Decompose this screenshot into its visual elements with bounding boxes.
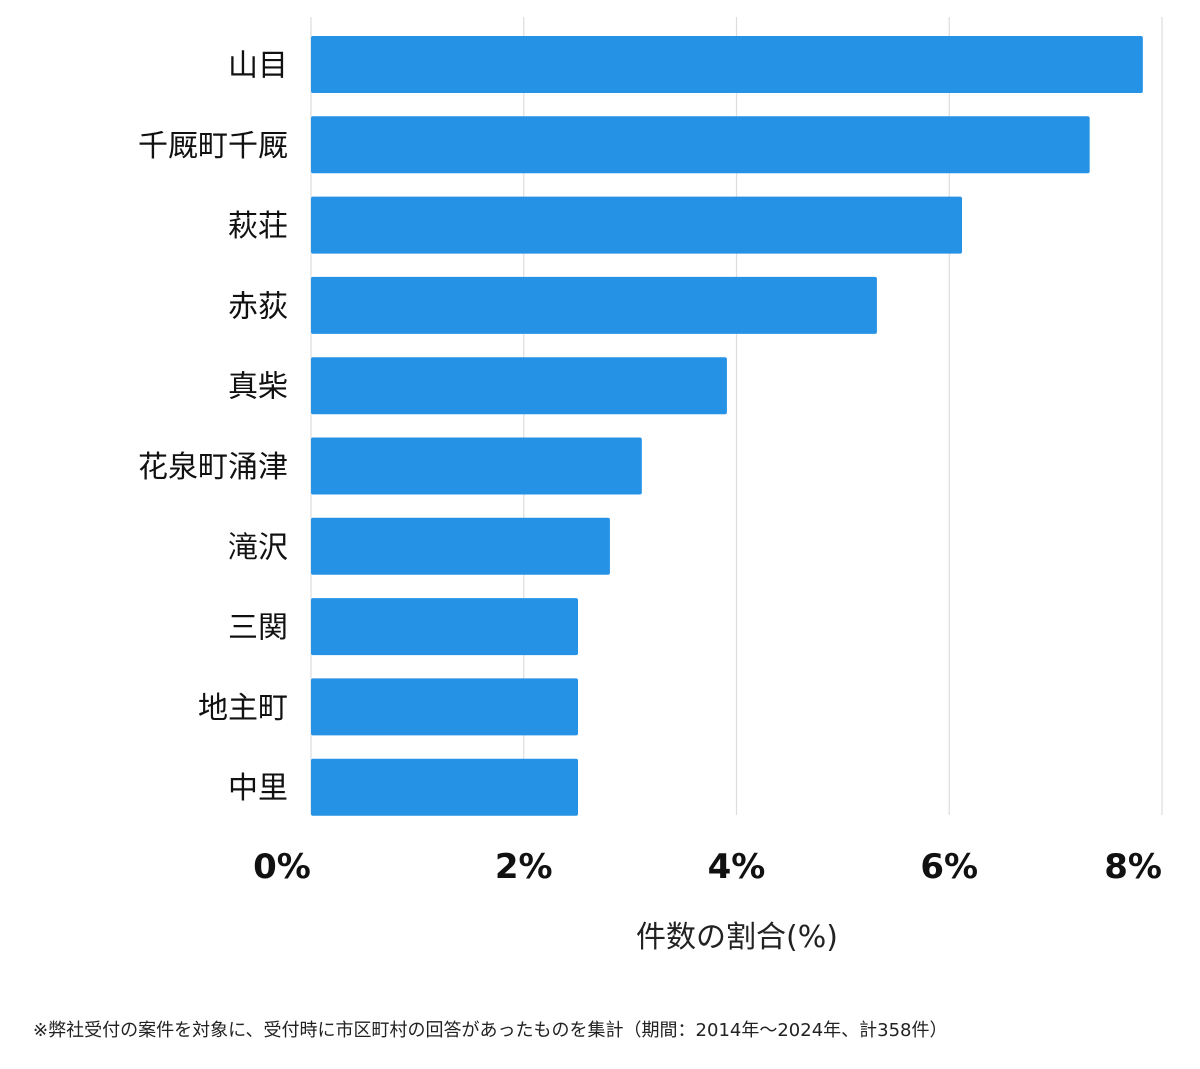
x-tick-label-3: 6% bbox=[920, 847, 978, 887]
x-axis-title: 件数の割合(%) bbox=[636, 920, 838, 955]
bar-9 bbox=[311, 758, 579, 816]
x-tick-label-1: 2% bbox=[495, 847, 553, 887]
bar-1 bbox=[311, 116, 1090, 174]
category-label-1: 千厩町千厩 bbox=[138, 129, 288, 164]
x-tick-labels: 0% 2% 4% 6% 8% bbox=[253, 847, 1162, 887]
bar-6 bbox=[311, 517, 610, 575]
bars bbox=[311, 36, 1143, 816]
category-label-4: 真柴 bbox=[228, 370, 288, 405]
x-tick-label-0: 0% bbox=[253, 847, 311, 887]
bar-7 bbox=[311, 598, 579, 656]
bar-0 bbox=[311, 36, 1143, 93]
category-label-3: 赤荻 bbox=[228, 289, 288, 324]
category-label-7: 三関 bbox=[228, 611, 288, 646]
category-label-9: 中里 bbox=[228, 771, 288, 806]
category-label-5: 花泉町涌津 bbox=[138, 450, 288, 485]
category-label-6: 滝沢 bbox=[228, 530, 288, 565]
category-label-8: 地主町 bbox=[198, 691, 288, 726]
bar-8 bbox=[311, 678, 579, 736]
x-tick-label-2: 4% bbox=[708, 847, 766, 887]
x-tick-label-4: 8% bbox=[1104, 847, 1162, 887]
bar-4 bbox=[311, 357, 727, 415]
category-label-0: 山目 bbox=[228, 49, 288, 84]
bar-2 bbox=[311, 196, 963, 254]
bar-3 bbox=[311, 276, 877, 334]
category-label-2: 萩荘 bbox=[228, 209, 288, 244]
bar-5 bbox=[311, 437, 642, 495]
footnote: ※弊社受付の案件を対象に、受付時に市区町村の回答があったものを集計（期間：201… bbox=[33, 1020, 948, 1041]
